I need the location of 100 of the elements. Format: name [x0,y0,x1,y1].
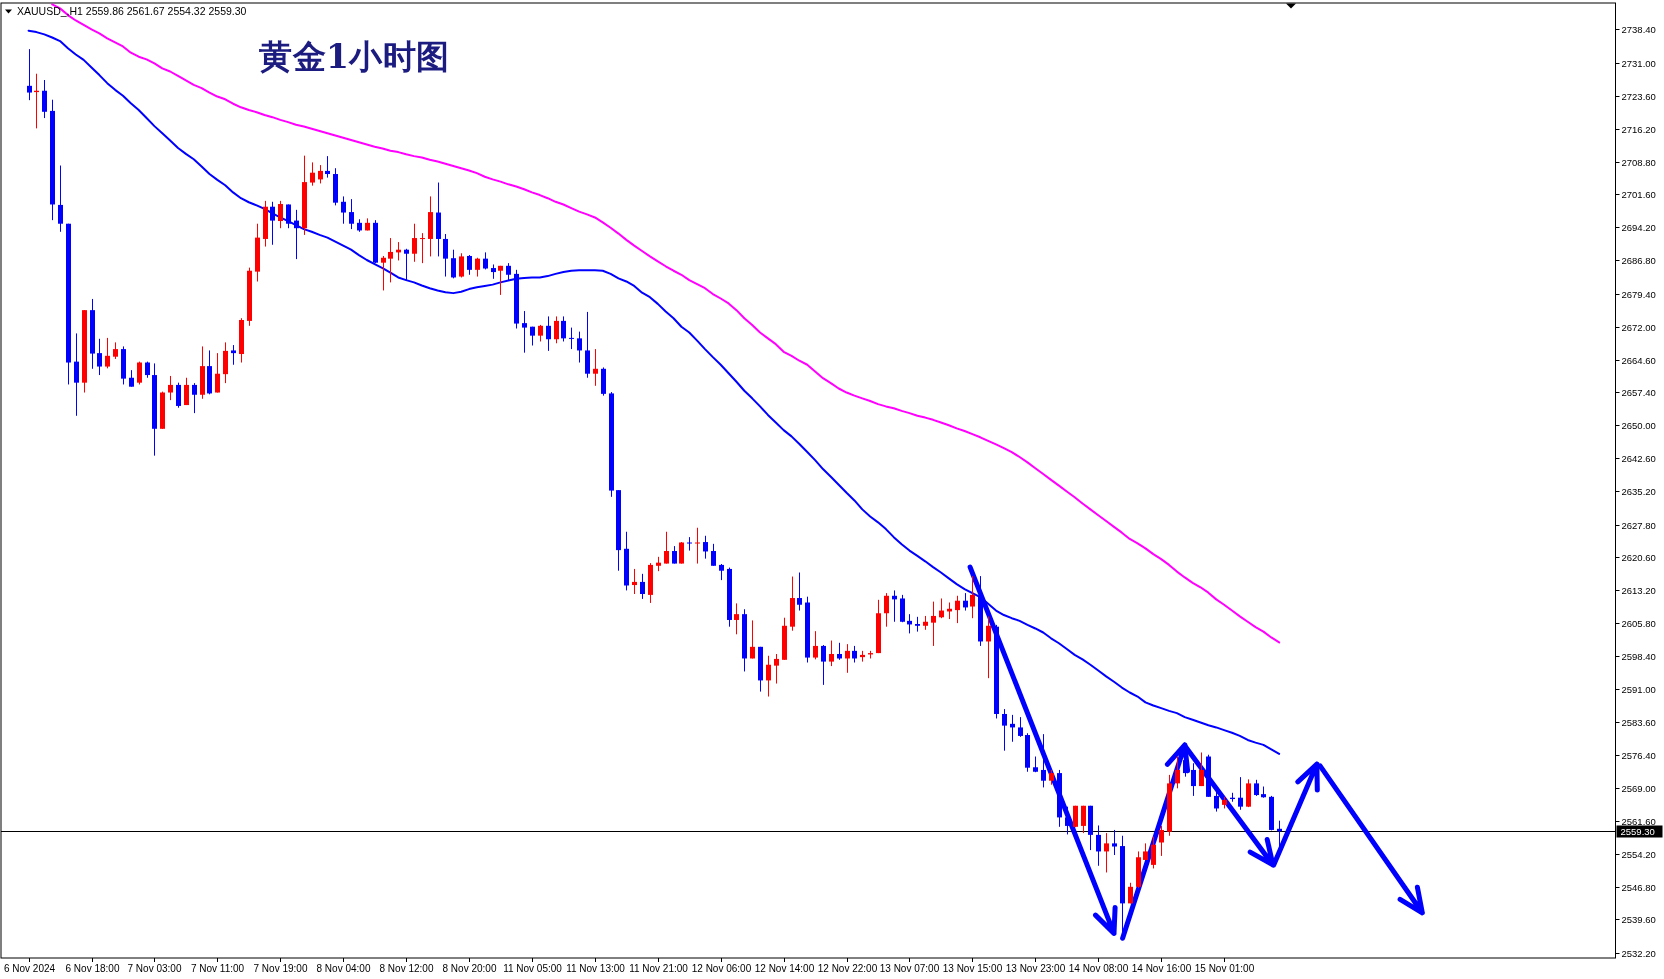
y-tick-label: 2620.60 [1621,552,1656,563]
candlestick [27,48,32,101]
y-tick-label: 2723.60 [1621,91,1656,102]
candlestick [711,543,716,567]
x-tick-label: 6 Nov 2024 [3,962,56,974]
y-tick-label: 2583.60 [1621,717,1656,728]
y-tick-label: 2686.80 [1621,255,1656,266]
x-tick-label: 13 Nov 23:00 [1005,962,1066,974]
candlestick [1002,708,1007,752]
candlestick [58,165,63,233]
candlestick [750,619,755,659]
x-tick-label: 13 Nov 15:00 [942,962,1003,974]
candlestick [443,233,448,278]
y-tick-label: 2598.40 [1621,651,1656,662]
candlestick [640,573,645,600]
candlestick [475,257,480,278]
candlestick [931,601,936,647]
y-tick-label: 2731.00 [1621,58,1656,69]
candlestick [310,161,315,187]
candlestick [97,338,102,376]
candlestick [420,232,425,264]
y-tick-label: 2716.20 [1621,124,1656,135]
x-tick-label: 15 Nov 01:00 [1194,962,1255,974]
x-tick-label: 11 Nov 21:00 [629,962,688,974]
candlestick [884,592,889,628]
candlestick [1018,716,1023,738]
y-tick-label: 2679.40 [1621,289,1656,300]
y-tick-label: 2546.80 [1621,882,1656,893]
candlestick [1191,762,1196,797]
candlestick [192,382,197,414]
candlestick [1175,756,1180,789]
candlestick [176,382,181,409]
candlestick [695,527,700,565]
x-tick-label: 14 Nov 08:00 [1068,962,1129,974]
candlestick [294,209,299,260]
candlestick [900,594,905,623]
candlestick [1159,825,1164,857]
x-tick-label: 12 Nov 06:00 [691,962,752,974]
candlestick [1199,751,1204,787]
candlestick [1041,733,1046,788]
x-tick-label: 7 Nov 11:00 [190,962,245,974]
candlestick [1214,790,1219,813]
candlestick [546,315,551,352]
candlestick [325,155,330,179]
candlestick [955,595,960,624]
candlestick [766,655,771,698]
ref-line-label: 2559.30 [1620,826,1655,837]
candlestick [451,249,456,279]
candlestick [467,254,472,276]
x-tick-label: 12 Nov 14:00 [754,962,815,974]
candlestick [1246,778,1251,808]
candlestick [577,331,582,364]
candlestick [215,352,220,394]
y-tick-label: 2605.80 [1621,618,1656,629]
candlestick [388,237,393,283]
candlestick [593,348,598,387]
x-tick-label: 7 Nov 03:00 [127,962,182,974]
candlestick [829,640,834,667]
y-tick-label: 2532.20 [1621,948,1656,959]
x-tick-label: 11 Nov 05:00 [503,962,562,974]
candlestick [569,327,574,350]
candlestick [404,248,409,281]
candlestick [986,615,991,679]
candlestick [278,200,283,229]
x-tick-label: 8 Nov 12:00 [379,962,434,974]
candlestick [774,653,779,685]
y-tick-label: 2657.40 [1621,387,1656,398]
candlestick [585,311,590,379]
y-tick-label: 2650.00 [1621,420,1656,431]
candlestick [687,536,692,552]
candlestick [270,201,275,246]
candlestick [137,361,142,385]
candlestick [412,223,417,263]
y-tick-label: 2672.00 [1621,322,1656,333]
candlestick [845,643,850,674]
y-tick-label: 2561.60 [1621,816,1656,827]
line-series [27,29,1281,755]
candlestick [1081,805,1086,834]
x-tick-label: 8 Nov 20:00 [442,962,497,974]
candlestick [632,568,637,595]
candlestick [554,315,559,344]
candlestick [703,535,708,560]
y-tick-label: 2738.40 [1621,24,1656,35]
y-tick-label: 2708.80 [1621,157,1656,168]
candlestick [381,255,386,291]
y-tick-label: 2554.20 [1621,849,1656,860]
x-tick-label: 11 Nov 13:00 [566,962,625,974]
candlestick [561,315,566,342]
candlestick [168,375,173,401]
x-tick-label: 6 Nov 18:00 [65,962,120,974]
y-tick-label: 2591.00 [1621,684,1656,695]
candlestick [318,164,323,184]
y-tick-label: 2576.40 [1621,750,1656,761]
candlestick [286,203,291,229]
y-tick-label: 2613.20 [1621,585,1656,596]
candlestick [1065,806,1070,835]
candlestick [105,337,110,369]
candlestick [813,630,818,660]
candlestick [679,541,684,565]
candlestick [184,377,189,406]
